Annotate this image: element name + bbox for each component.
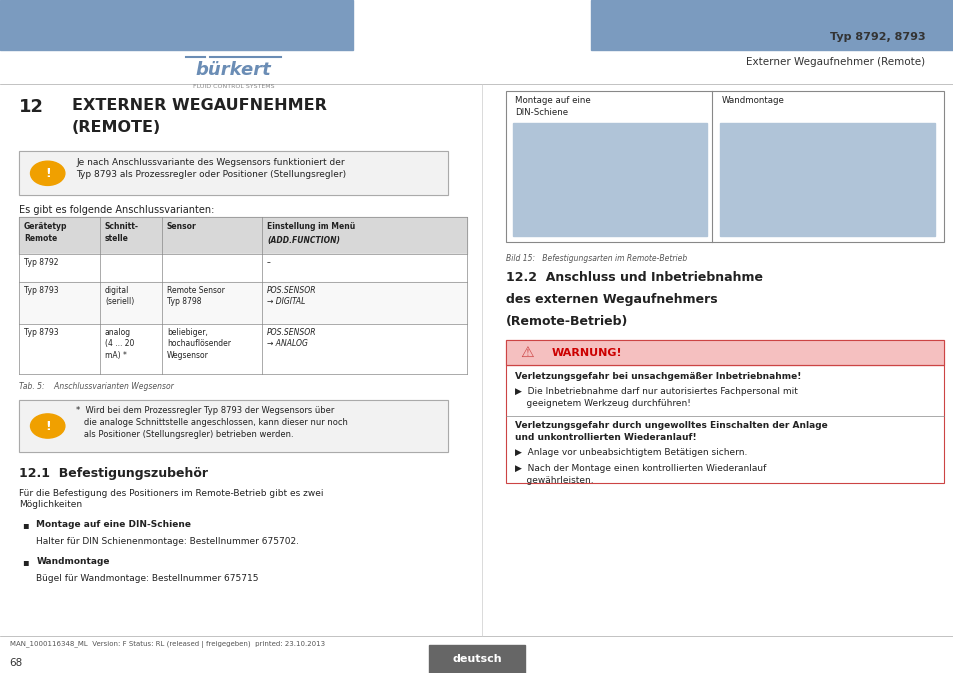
Text: Wegsensor: Wegsensor [167, 351, 209, 359]
Text: Es gibt es folgende Anschlussvarianten:: Es gibt es folgende Anschlussvarianten: [19, 205, 214, 215]
Circle shape [30, 162, 65, 185]
Text: Tab. 5:    Anschlussvarianten Wegsensor: Tab. 5: Anschlussvarianten Wegsensor [19, 382, 173, 391]
Text: analog: analog [105, 328, 131, 336]
Text: 12: 12 [19, 98, 44, 116]
Text: Bügel für Wandmontage: Bestellnummer 675715: Bügel für Wandmontage: Bestellnummer 675… [36, 574, 258, 583]
Bar [429, 645, 524, 673]
Text: !: ! [45, 419, 51, 433]
Bar [19, 400, 448, 452]
Text: Montage auf eine
DIN-Schiene: Montage auf eine DIN-Schiene [515, 96, 590, 117]
Text: WARNUNG!: WARNUNG! [551, 348, 621, 357]
Text: Typ 8793: Typ 8793 [24, 328, 58, 336]
Bar [19, 217, 467, 254]
Text: Wandmontage: Wandmontage [36, 557, 110, 565]
Bar [505, 365, 943, 483]
Text: POS.SENSOR: POS.SENSOR [267, 328, 316, 336]
Bar [19, 254, 467, 282]
Bar [513, 123, 706, 236]
Text: –: – [267, 258, 271, 267]
Text: (Remote-Betrieb): (Remote-Betrieb) [505, 315, 627, 328]
Text: (4 ... 20: (4 ... 20 [105, 339, 134, 348]
Bar [19, 324, 467, 374]
Text: ▶  Anlage vor unbeabsichtigtem Betätigen sichern.: ▶ Anlage vor unbeabsichtigtem Betätigen … [515, 448, 747, 457]
Text: Sensor: Sensor [167, 222, 196, 231]
Text: Je nach Anschlussvariante des Wegsensors funktioniert der
Typ 8793 als Prozessre: Je nach Anschlussvariante des Wegsensors… [76, 158, 346, 179]
Bar [19, 151, 448, 195]
Text: Typ 8798: Typ 8798 [167, 297, 201, 306]
Text: → DIGITAL: → DIGITAL [267, 297, 305, 306]
Text: ⚠: ⚠ [519, 345, 533, 360]
Bar [19, 400, 448, 452]
Bar [505, 91, 943, 242]
Text: Schnitt-
stelle: Schnitt- stelle [105, 222, 139, 243]
Circle shape [30, 414, 65, 438]
Text: Für die Befestigung des Positioners im Remote-Betrieb gibt es zwei
Möglichkeiten: Für die Befestigung des Positioners im R… [19, 489, 323, 509]
Text: Externer Wegaufnehmer (Remote): Externer Wegaufnehmer (Remote) [745, 57, 924, 67]
Text: 12.2  Anschluss und Inbetriebnahme: 12.2 Anschluss und Inbetriebnahme [505, 271, 761, 283]
Text: Typ 8792: Typ 8792 [24, 258, 58, 267]
Text: Verletzungsgefahr bei unsachgemäßer Inbetriebnahme!: Verletzungsgefahr bei unsachgemäßer Inbe… [515, 372, 801, 381]
Text: Einstellung im Menü: Einstellung im Menü [267, 222, 355, 231]
Text: Typ 8793: Typ 8793 [24, 286, 58, 295]
Text: Halter für DIN Schienenmontage: Bestellnummer 675702.: Halter für DIN Schienenmontage: Bestelln… [36, 537, 299, 546]
Bar [0, 0, 353, 50]
Text: digital: digital [105, 286, 130, 295]
Text: Montage auf eine DIN-Schiene: Montage auf eine DIN-Schiene [36, 520, 191, 528]
Text: mA) *: mA) * [105, 351, 127, 359]
Text: (REMOTE): (REMOTE) [71, 120, 161, 135]
Text: ▪: ▪ [22, 557, 29, 567]
Text: Remote Sensor: Remote Sensor [167, 286, 225, 295]
Text: (seriell): (seriell) [105, 297, 134, 306]
Text: ▪: ▪ [22, 520, 29, 530]
Text: hochauflösender: hochauflösender [167, 339, 231, 348]
Text: Gerätetyp
Remote: Gerätetyp Remote [24, 222, 68, 243]
Text: 68: 68 [10, 658, 23, 668]
Text: des externen Wegaufnehmers: des externen Wegaufnehmers [505, 293, 717, 306]
Text: beliebiger,: beliebiger, [167, 328, 208, 336]
Text: *  Wird bei dem Prozessregler Typ 8793 der Wegsensors über
   die analoge Schnit: * Wird bei dem Prozessregler Typ 8793 de… [76, 406, 348, 439]
Bar [591, 0, 953, 50]
Text: bürkert: bürkert [195, 61, 272, 79]
Bar [719, 123, 934, 236]
Text: → ANALOG: → ANALOG [267, 339, 308, 348]
Bar [19, 282, 467, 324]
Text: Wandmontage: Wandmontage [720, 96, 783, 105]
Text: FLUID CONTROL SYSTEMS: FLUID CONTROL SYSTEMS [193, 84, 274, 89]
Text: Typ 8792, 8793: Typ 8792, 8793 [829, 32, 924, 42]
Text: Verletzungsgefahr durch ungewolltes Einschalten der Anlage
und unkontrollierten : Verletzungsgefahr durch ungewolltes Eins… [515, 421, 827, 442]
Text: POS.SENSOR: POS.SENSOR [267, 286, 316, 295]
Text: 12.1  Befestigungszubehör: 12.1 Befestigungszubehör [19, 467, 208, 480]
Bar [19, 151, 448, 195]
Bar [505, 340, 943, 365]
Text: MAN_1000116348_ML  Version: F Status: RL (released | freigegeben)  printed: 23.1: MAN_1000116348_ML Version: F Status: RL … [10, 641, 324, 648]
Text: ▶  Nach der Montage einen kontrollierten Wiederanlauf
    gewährleisten.: ▶ Nach der Montage einen kontrollierten … [515, 464, 765, 485]
Text: deutsch: deutsch [452, 654, 501, 664]
Text: (ADD.FUNCTION): (ADD.FUNCTION) [267, 236, 340, 244]
Text: EXTERNER WEGAUFNEHMER: EXTERNER WEGAUFNEHMER [71, 98, 326, 112]
Bar [505, 340, 943, 365]
Text: !: ! [45, 167, 51, 180]
Text: Bild 15:   Befestigungsarten im Remote-Betrieb: Bild 15: Befestigungsarten im Remote-Bet… [505, 254, 686, 263]
Text: ▶  Die Inbetriebnahme darf nur autorisiertes Fachpersonal mit
    geeignetem Wer: ▶ Die Inbetriebnahme darf nur autorisier… [515, 387, 798, 408]
